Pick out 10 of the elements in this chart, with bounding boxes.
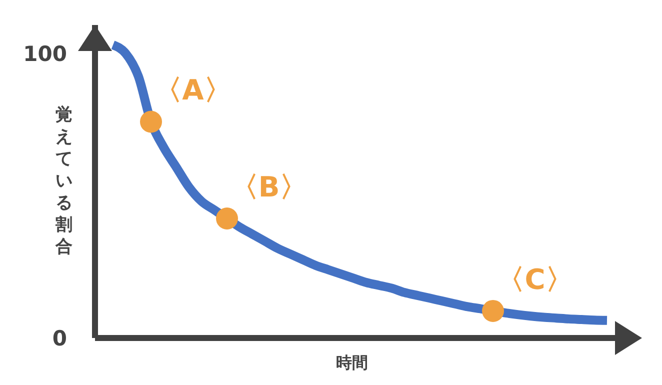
point: [140, 110, 162, 133]
point: [482, 300, 504, 322]
x-axis-title: 時間: [336, 353, 368, 372]
annotation: 〈A〉: [154, 74, 232, 107]
annotation: 〈C〉: [496, 262, 574, 296]
annotation: 〈B〉: [230, 170, 308, 204]
y-tick-label: 100: [23, 42, 67, 66]
y-axis-title: 覚えている割合: [54, 105, 72, 257]
y-tick-label: 0: [52, 326, 67, 350]
point: [216, 207, 238, 230]
